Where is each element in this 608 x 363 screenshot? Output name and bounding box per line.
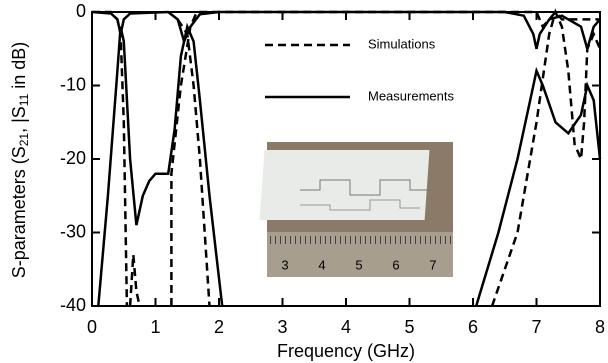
x-tick-label: 7 [531, 317, 541, 337]
x-axis-label: Frequency (GHz) [277, 341, 415, 361]
x-tick-label: 6 [468, 317, 478, 337]
ruler-labels: 3 4 5 6 7 [281, 257, 436, 272]
data-line [91, 10, 601, 54]
x-tick-label: 0 [87, 317, 97, 337]
y-tick-label: -10 [60, 74, 86, 94]
ruler-label: 5 [355, 257, 362, 272]
y-tick-label: -40 [60, 295, 86, 315]
y-label-part: , |S [9, 106, 29, 133]
data-line [97, 22, 602, 307]
y-axis-label: S-parameters (S21, |S11 in dB) [9, 42, 31, 279]
inset-photo [259, 142, 453, 277]
legend-label: Simulations [368, 36, 436, 51]
y-tick-label: -30 [60, 221, 86, 241]
y-label-part: S-parameters (S [9, 146, 29, 278]
y-label-part: 11 [17, 93, 31, 106]
y-label-part: in dB) [9, 42, 29, 94]
x-tick-label: 4 [341, 317, 351, 337]
legend-label: Measurements [368, 88, 454, 103]
x-tick-label: 8 [595, 317, 605, 337]
x-tick-label: 5 [404, 317, 414, 337]
y-tick-label: 0 [76, 1, 86, 21]
ruler-label: 6 [392, 257, 399, 272]
y-label-part: 21 [17, 133, 31, 147]
y-tick-label: -20 [60, 148, 86, 168]
ruler-label: 7 [429, 257, 436, 272]
ruler-label: 4 [318, 257, 325, 272]
x-tick-label: 1 [150, 317, 160, 337]
x-tick-label: 3 [277, 317, 287, 337]
ruler-label: 3 [281, 257, 288, 272]
x-tick-label: 2 [214, 317, 224, 337]
